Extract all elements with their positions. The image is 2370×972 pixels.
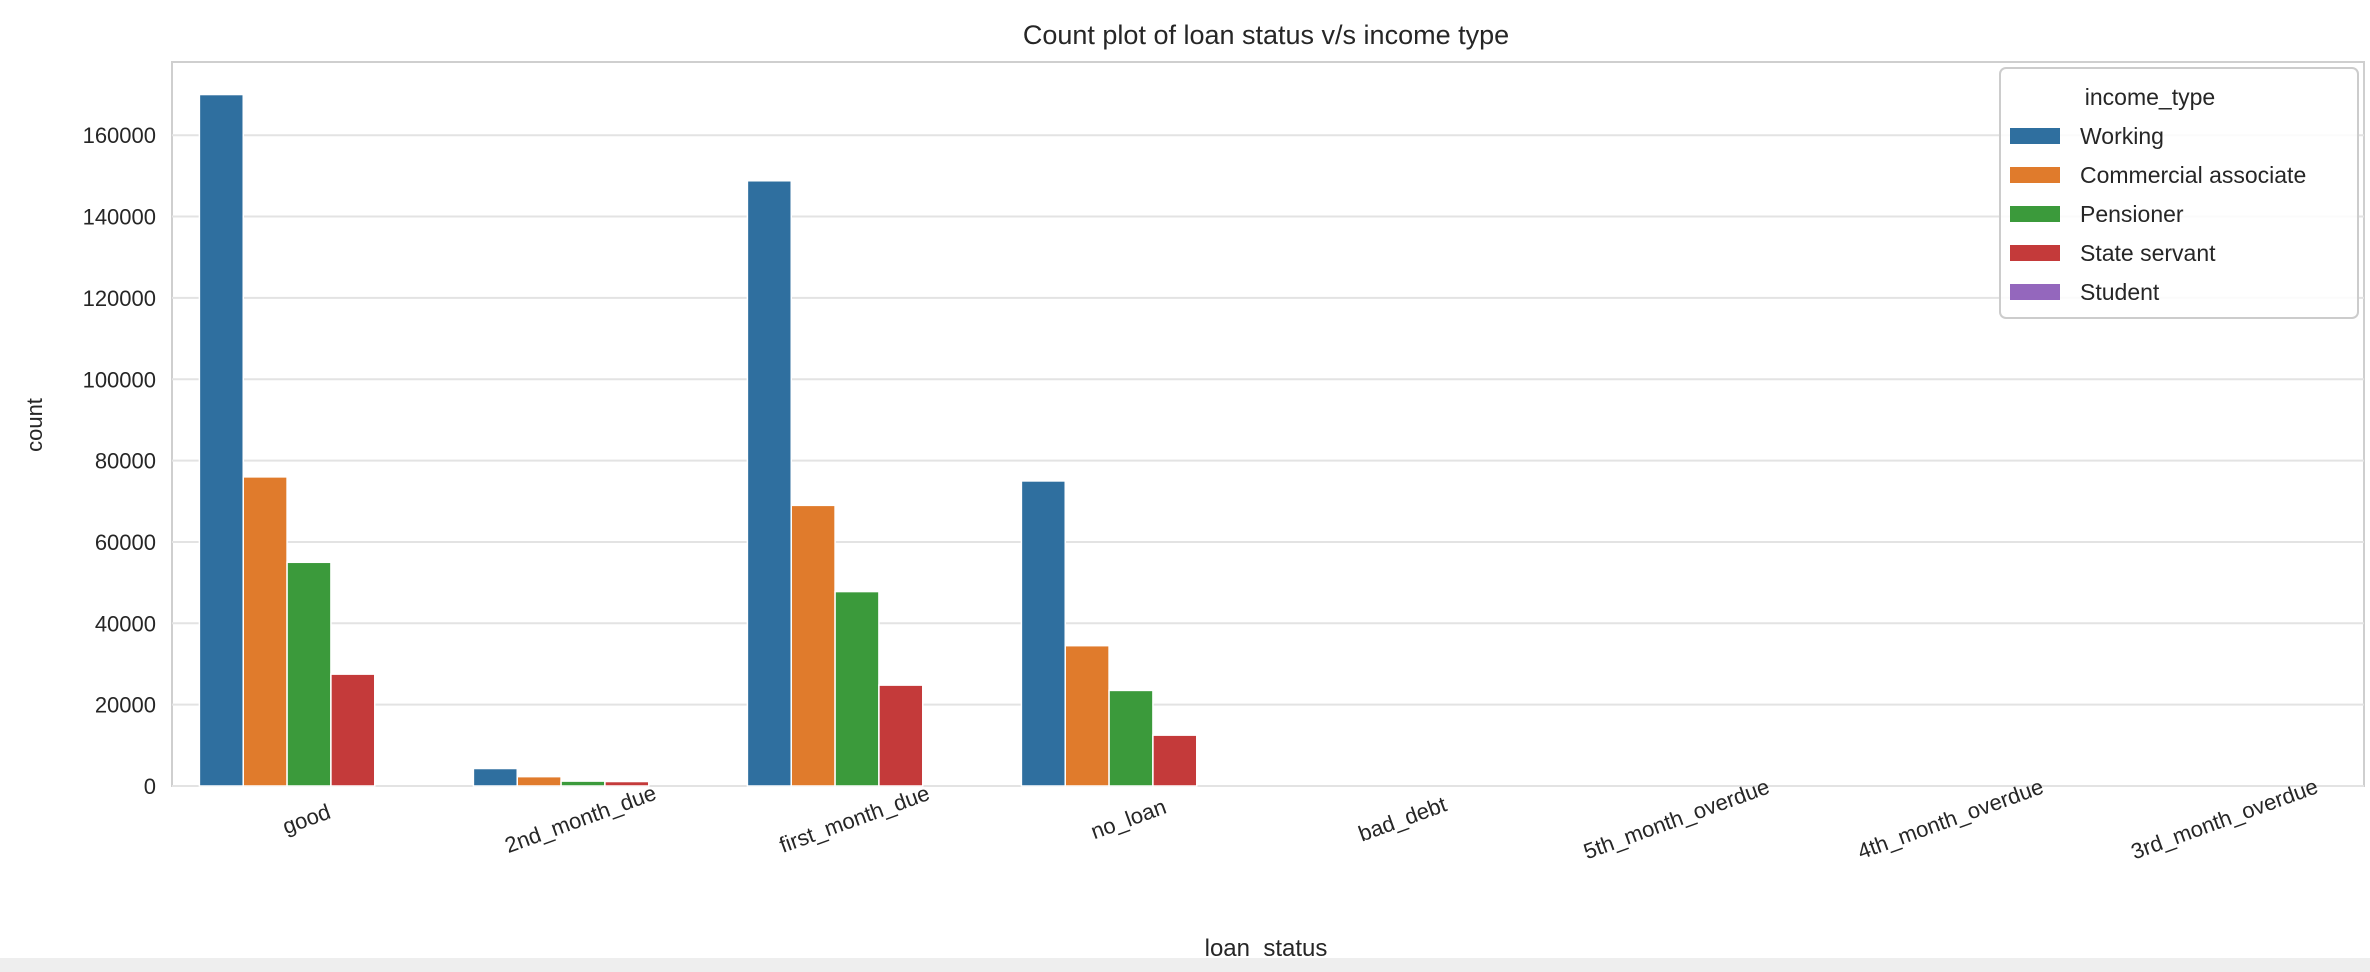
y-tick-label: 100000 [83, 367, 156, 392]
x-tick-label: bad_debt [1355, 792, 1450, 847]
legend-title: income_type [2085, 84, 2215, 110]
y-tick-label: 160000 [83, 123, 156, 148]
x-axis-label: loan_status [1205, 935, 1328, 962]
y-axis-label: count [22, 398, 47, 452]
x-tick-label: no_loan [1087, 794, 1169, 844]
legend-label: State servant [2080, 240, 2216, 266]
legend-label: Pensioner [2080, 201, 2184, 227]
x-tick-label: 4th_month_overdue [1854, 774, 2046, 864]
bar [286, 561, 332, 787]
y-tick-label: 0 [144, 774, 156, 799]
y-tick-labels: 0 20000 40000 60000 80000 100000 120000 140000 1… [83, 123, 156, 799]
x-tick-label: 2nd_month_due [501, 780, 659, 858]
x-tick-label: good [279, 799, 334, 839]
x-tick-label: 5th_month_overdue [1580, 774, 1772, 864]
bar [1108, 689, 1154, 787]
y-tick-label: 20000 [95, 693, 156, 718]
legend-frame [1999, 67, 2359, 319]
bar [790, 504, 836, 787]
y-tick-label: 60000 [95, 530, 156, 555]
bar [1020, 480, 1066, 787]
legend: income_type Working Commercial associate P… [1999, 67, 2359, 319]
bar [1152, 734, 1198, 787]
y-tick-label: 120000 [83, 286, 156, 311]
bar [560, 780, 606, 787]
x-tick-label: first_month_due [776, 780, 933, 857]
legend-swatch [2010, 167, 2060, 183]
bar [604, 780, 650, 787]
y-tick-label: 140000 [83, 205, 156, 230]
x-tick-label: 3rd_month_overdue [2128, 774, 2322, 865]
y-tick-label: 80000 [95, 449, 156, 474]
chart-title: Count plot of loan status v/s income typ… [1023, 20, 1509, 50]
bar [878, 684, 924, 787]
legend-swatch [2010, 245, 2060, 261]
bar [1064, 644, 1110, 787]
bottom-strip [0, 958, 2370, 972]
bar [242, 476, 288, 787]
plot-area [171, 61, 2365, 787]
legend-swatch [2010, 206, 2060, 222]
bar [198, 93, 244, 787]
bar [516, 775, 562, 787]
legend-label: Student [2080, 279, 2160, 305]
bar [746, 180, 792, 787]
legend-label: Commercial associate [2080, 162, 2306, 188]
legend-swatch [2010, 284, 2060, 300]
legend-label: Working [2080, 123, 2164, 149]
bar [330, 673, 376, 787]
legend-swatch [2010, 128, 2060, 144]
bars [198, 93, 1198, 787]
x-tick-labels: good 2nd_month_due first_month_due no_loan b… [279, 774, 2321, 865]
bar [834, 590, 880, 787]
bar [472, 767, 518, 787]
legend-items: Working Commercial associate Pensioner Stat… [2010, 123, 2306, 305]
y-tick-label: 40000 [95, 611, 156, 636]
